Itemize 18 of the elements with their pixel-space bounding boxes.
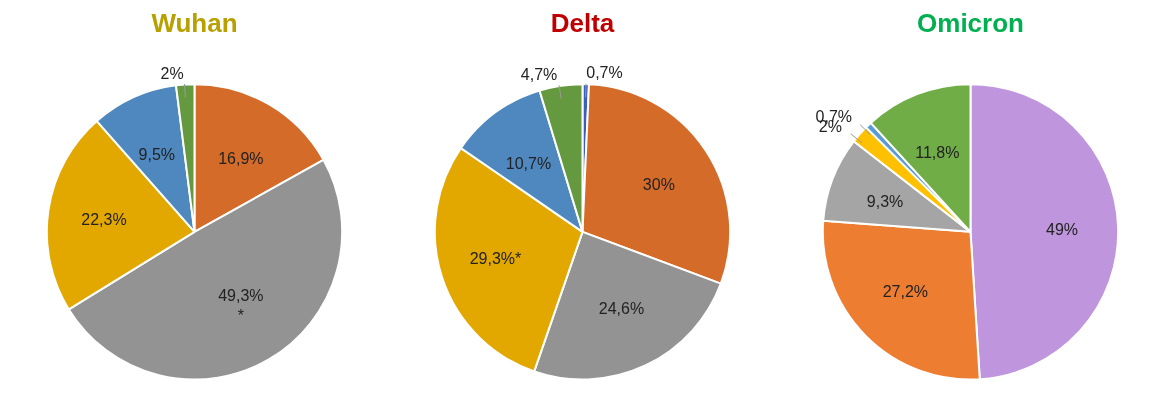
data-label: 9,5%: [138, 145, 176, 163]
data-label: 9,3%: [866, 192, 904, 210]
data-label: 11,8%: [915, 144, 960, 162]
data-label: 10,7%: [505, 154, 552, 172]
chart-title: Wuhan: [151, 7, 238, 38]
data-label: 49,3% *: [218, 286, 264, 324]
chart-title: Delta: [550, 7, 615, 38]
data-label: 22,3%: [81, 210, 127, 228]
data-label: 4,7%: [520, 65, 558, 83]
data-label: 30%: [642, 176, 675, 194]
data-label: 49%: [1046, 220, 1079, 238]
data-label: 0,7%: [586, 64, 623, 82]
data-label: 2%: [160, 64, 184, 82]
data-label: 16,9%: [218, 149, 264, 167]
data-label: 24,6%: [598, 300, 645, 318]
data-label: 29,3%*: [469, 249, 522, 267]
chart-title: Omicron: [917, 7, 1024, 38]
data-label: 27,2%: [882, 283, 929, 301]
